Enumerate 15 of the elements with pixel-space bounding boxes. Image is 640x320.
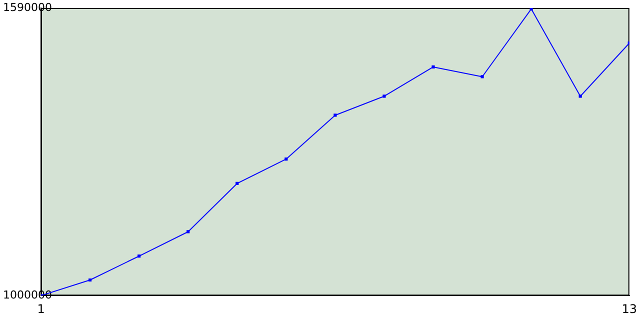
point	[382, 94, 386, 98]
point	[88, 278, 92, 282]
x-tick-label: 1	[37, 302, 45, 316]
y-tick-label: 1590000	[3, 0, 52, 14]
y-tick-label: 1000000	[3, 288, 52, 302]
point	[530, 8, 533, 11]
point	[578, 94, 582, 98]
point	[138, 254, 141, 258]
point	[186, 230, 190, 234]
point	[236, 182, 239, 186]
x-tick-label: 13	[622, 302, 638, 316]
point	[480, 75, 484, 78]
point	[284, 158, 288, 161]
point	[432, 65, 435, 69]
point	[334, 114, 337, 117]
